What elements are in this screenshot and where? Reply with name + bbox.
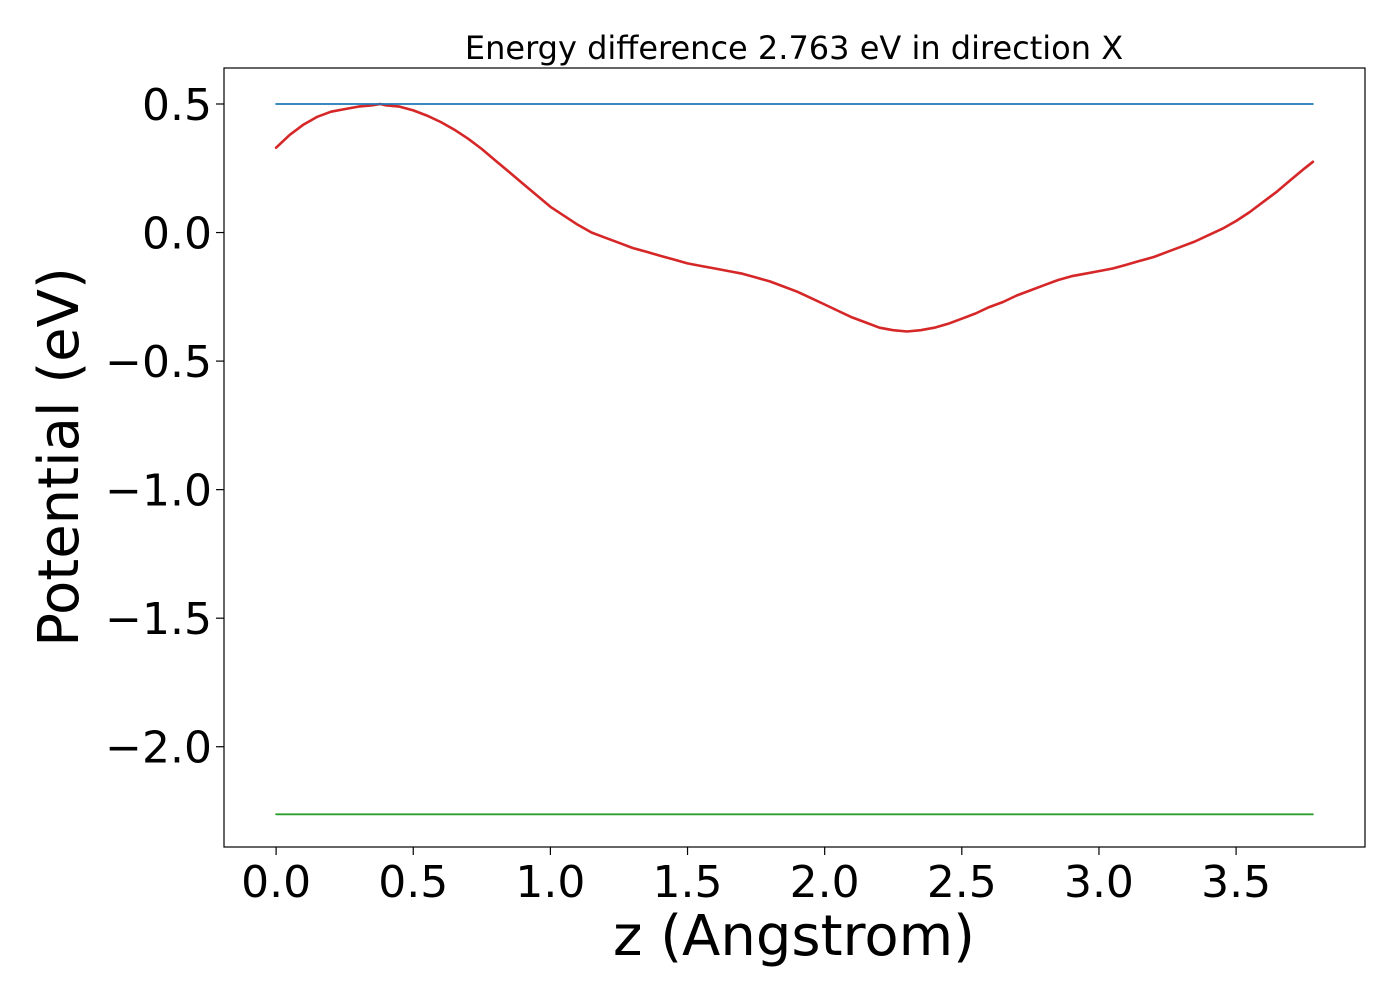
series-layer [274, 102, 1315, 816]
y-tick-label: −2.0 [105, 723, 212, 774]
plot-frame [223, 67, 1366, 848]
x-tick-label: 1.5 [653, 857, 723, 908]
y-tick-label: 0.0 [142, 209, 212, 260]
x-tick-label: 1.0 [515, 857, 585, 908]
x-axis-label: z (Angstrom) [613, 904, 975, 969]
x-tick-label: 3.5 [1201, 857, 1271, 908]
y-tick-label: −1.0 [105, 466, 212, 517]
y-axis-label: Potential (eV) [27, 267, 92, 647]
x-tick-label: 2.0 [790, 857, 860, 908]
y-tick-label: −0.5 [105, 337, 212, 388]
plot-area [224, 68, 1365, 847]
x-axis-ticks: 0.0 0.5 1.0 1.5 2.0 2.5 3.0 3.5 [241, 847, 1271, 908]
series-line-1 [274, 102, 1315, 333]
x-tick-label: 3.0 [1064, 857, 1134, 908]
x-tick-label: 0.0 [241, 857, 311, 908]
x-tick-label: 0.5 [378, 857, 448, 908]
chart-title: Energy difference 2.763 eV in direction … [465, 29, 1123, 67]
y-tick-label: 0.5 [142, 80, 212, 131]
y-tick-label: −1.5 [105, 594, 212, 645]
x-tick-label: 2.5 [927, 857, 997, 908]
y-axis-ticks: 0.5 0.0 −0.5 −1.0 −1.5 −2.0 [105, 80, 224, 774]
